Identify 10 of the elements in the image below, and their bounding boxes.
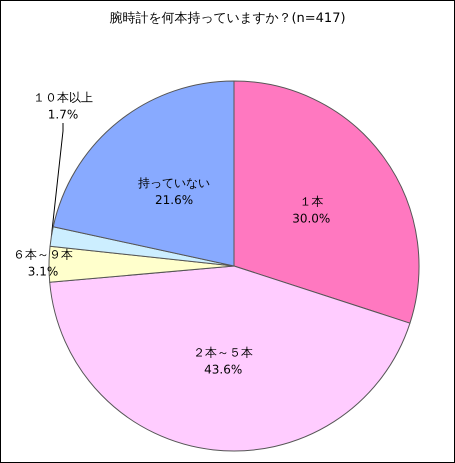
data-label: 21.6% (154, 193, 194, 208)
data-label: 30.0% (292, 211, 330, 226)
data-label: 1.7% (48, 108, 78, 122)
data-label: 43.6% (204, 362, 242, 376)
chart-title: 腕時計を何本持っていますか？(n=417) (109, 11, 346, 26)
slice-label: １本 (299, 194, 324, 208)
slice-label: ２本～５本 (193, 345, 254, 360)
slice-label: ６本～９本 (13, 248, 73, 262)
slice-label: １０本以上 (33, 90, 93, 104)
slice-label: 持っていない (138, 176, 210, 190)
